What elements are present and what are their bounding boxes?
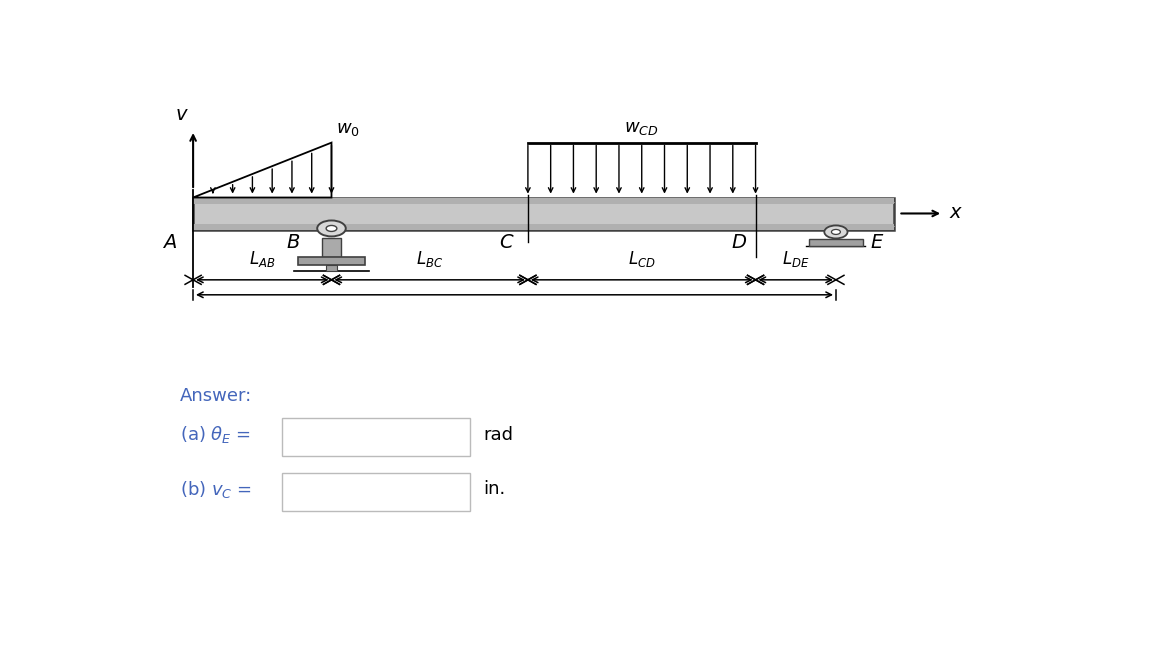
- Text: $L_{BC}$: $L_{BC}$: [416, 249, 444, 269]
- Text: $x$: $x$: [949, 204, 963, 222]
- Text: $D$: $D$: [730, 234, 746, 252]
- Bar: [809, 239, 863, 246]
- Text: (b) $v_C$ =: (b) $v_C$ =: [180, 479, 251, 500]
- Bar: [194, 198, 894, 204]
- Text: $A$: $A$: [162, 234, 177, 252]
- Text: (a) $\theta_E$ =: (a) $\theta_E$ =: [180, 424, 251, 445]
- Circle shape: [317, 220, 346, 237]
- Text: $v$: $v$: [175, 106, 189, 124]
- Bar: [326, 266, 336, 272]
- Bar: [321, 238, 341, 257]
- Circle shape: [832, 229, 840, 235]
- Circle shape: [326, 226, 336, 231]
- FancyBboxPatch shape: [282, 419, 470, 456]
- Circle shape: [825, 226, 848, 238]
- Text: $L_{AB}$: $L_{AB}$: [249, 249, 275, 269]
- Bar: [298, 257, 365, 266]
- Text: $C$: $C$: [499, 234, 515, 252]
- Text: $w_{CD}$: $w_{CD}$: [624, 119, 659, 137]
- Text: $L_{DE}$: $L_{DE}$: [782, 249, 810, 269]
- Text: Answer:: Answer:: [180, 387, 252, 405]
- Text: $E$: $E$: [870, 234, 884, 252]
- Text: $L_{CD}$: $L_{CD}$: [628, 249, 655, 269]
- Text: $B$: $B$: [286, 234, 301, 252]
- FancyBboxPatch shape: [282, 473, 470, 511]
- Bar: [194, 224, 894, 230]
- Text: $w_0$: $w_0$: [336, 120, 359, 137]
- Bar: [194, 198, 894, 230]
- Text: in.: in.: [484, 480, 506, 498]
- Text: rad: rad: [484, 426, 514, 443]
